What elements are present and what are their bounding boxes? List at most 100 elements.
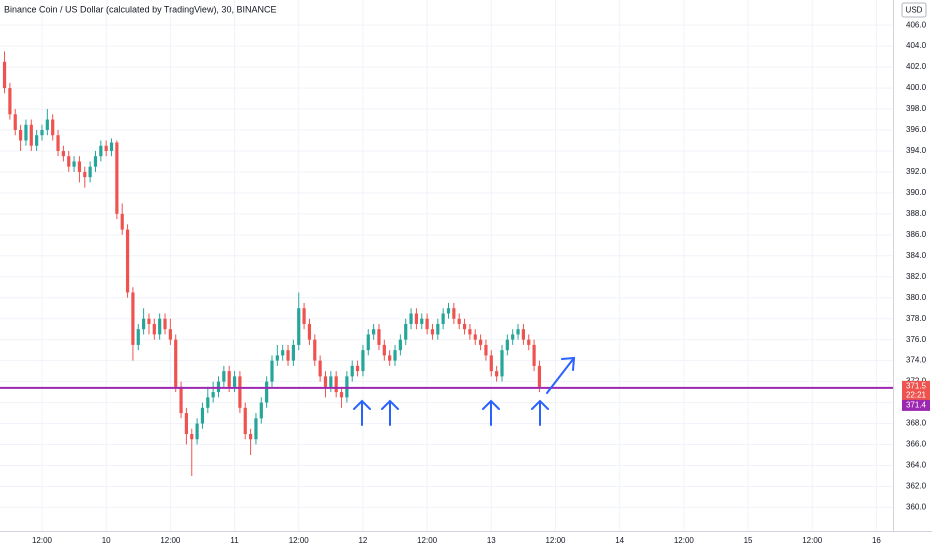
candle-body (521, 329, 525, 340)
candle-body (179, 386, 183, 414)
candle-body (446, 308, 451, 314)
candle-body (67, 156, 71, 167)
candle-body (468, 329, 472, 335)
candle-body (13, 114, 17, 130)
candle-body (174, 339, 178, 387)
candle-body (35, 135, 39, 146)
arrow-up (353, 399, 371, 426)
candle-body (425, 318, 429, 330)
candle-body (131, 292, 135, 345)
candle-body (152, 323, 156, 335)
candle-body (478, 339, 483, 345)
candle-body (414, 313, 419, 324)
x-tick-label: 13 (487, 536, 496, 545)
candle-body (484, 344, 488, 356)
candles (0, 51, 893, 476)
candle-body (18, 129, 23, 141)
candle-body (366, 334, 370, 351)
x-tick-label: 12 (358, 536, 367, 545)
candle-body (211, 392, 215, 398)
y-tick-label: 398.0 (906, 104, 927, 113)
x-tick-label: 16 (872, 536, 881, 545)
y-tick-label: 360.0 (906, 503, 927, 512)
grid (0, 0, 893, 531)
candle-body (489, 355, 493, 372)
candle-body (372, 329, 376, 335)
candle-body (291, 344, 295, 361)
candle-body (286, 350, 290, 361)
x-tick-label: 12:00 (32, 536, 53, 545)
candle-body (109, 142, 114, 151)
candle-body (404, 323, 408, 340)
x-tick-label: 12:00 (417, 536, 438, 545)
y-tick-label: 366.0 (906, 440, 927, 449)
candle-body (2, 61, 7, 89)
x-tick-label: 12:00 (802, 536, 823, 545)
arrow-up (531, 399, 549, 426)
labels: 360.0362.0364.0366.0368.0370.0372.0374.0… (32, 20, 930, 545)
y-tick-label: 392.0 (906, 167, 927, 176)
candle-body (88, 166, 92, 178)
candle-body (436, 323, 440, 335)
candle-body (281, 350, 285, 356)
candle-body (190, 434, 194, 440)
candle-body (136, 329, 140, 345)
candle-body (24, 124, 28, 141)
candle-body (345, 376, 349, 398)
candle-body (430, 329, 435, 335)
candle-body (307, 323, 312, 340)
drawings (353, 356, 576, 426)
y-tick-label: 368.0 (906, 419, 927, 428)
candle-body (323, 376, 328, 387)
candle-body (329, 376, 333, 387)
candle-body (77, 161, 82, 172)
currency[interactable]: USD (906, 6, 923, 15)
y-tick-label: 362.0 (906, 482, 927, 491)
candle-body (350, 365, 354, 377)
x-tick-label: 14 (615, 536, 624, 545)
candle-body (45, 119, 49, 130)
candle-body (511, 334, 515, 340)
candle-body (398, 339, 402, 351)
y-tick-label: 390.0 (906, 188, 927, 197)
candle-body (120, 213, 124, 230)
candle-body (500, 350, 504, 377)
candle-body (297, 308, 301, 345)
candle-body (334, 376, 338, 393)
x-tick-label: 10 (102, 536, 111, 545)
candle-body (275, 355, 279, 361)
candle-body (516, 329, 520, 335)
candle-body (420, 318, 424, 324)
candle-body (355, 365, 360, 372)
candle-body (537, 365, 542, 387)
y-tick-label: 404.0 (906, 41, 927, 50)
price-line-box (902, 399, 930, 411)
candle-body (505, 339, 509, 351)
candle-body (377, 329, 381, 345)
candle-body (302, 308, 306, 324)
currency-box[interactable] (901, 2, 927, 18)
candle-body (457, 318, 461, 324)
candle-body (248, 434, 253, 440)
x-tick-label: 12:00 (545, 536, 566, 545)
candle-body (83, 171, 87, 178)
candle-body (259, 402, 263, 419)
y-tick-label: 394.0 (906, 146, 927, 155)
candle-body (168, 329, 172, 340)
candle-body (361, 350, 365, 372)
candle-body (61, 150, 65, 157)
candle-body (313, 339, 317, 361)
candle-body (104, 145, 108, 151)
candle-body (93, 156, 98, 167)
x-tick-label: 11 (230, 536, 239, 545)
candle-body (222, 371, 226, 382)
candle-body (243, 407, 247, 435)
candle-body (527, 339, 531, 345)
price-line-label: 371.4 (906, 401, 927, 410)
candle-body (125, 229, 130, 293)
candle-body (72, 161, 76, 167)
candle-body (8, 88, 12, 115)
y-tick-label: 378.0 (906, 314, 927, 323)
